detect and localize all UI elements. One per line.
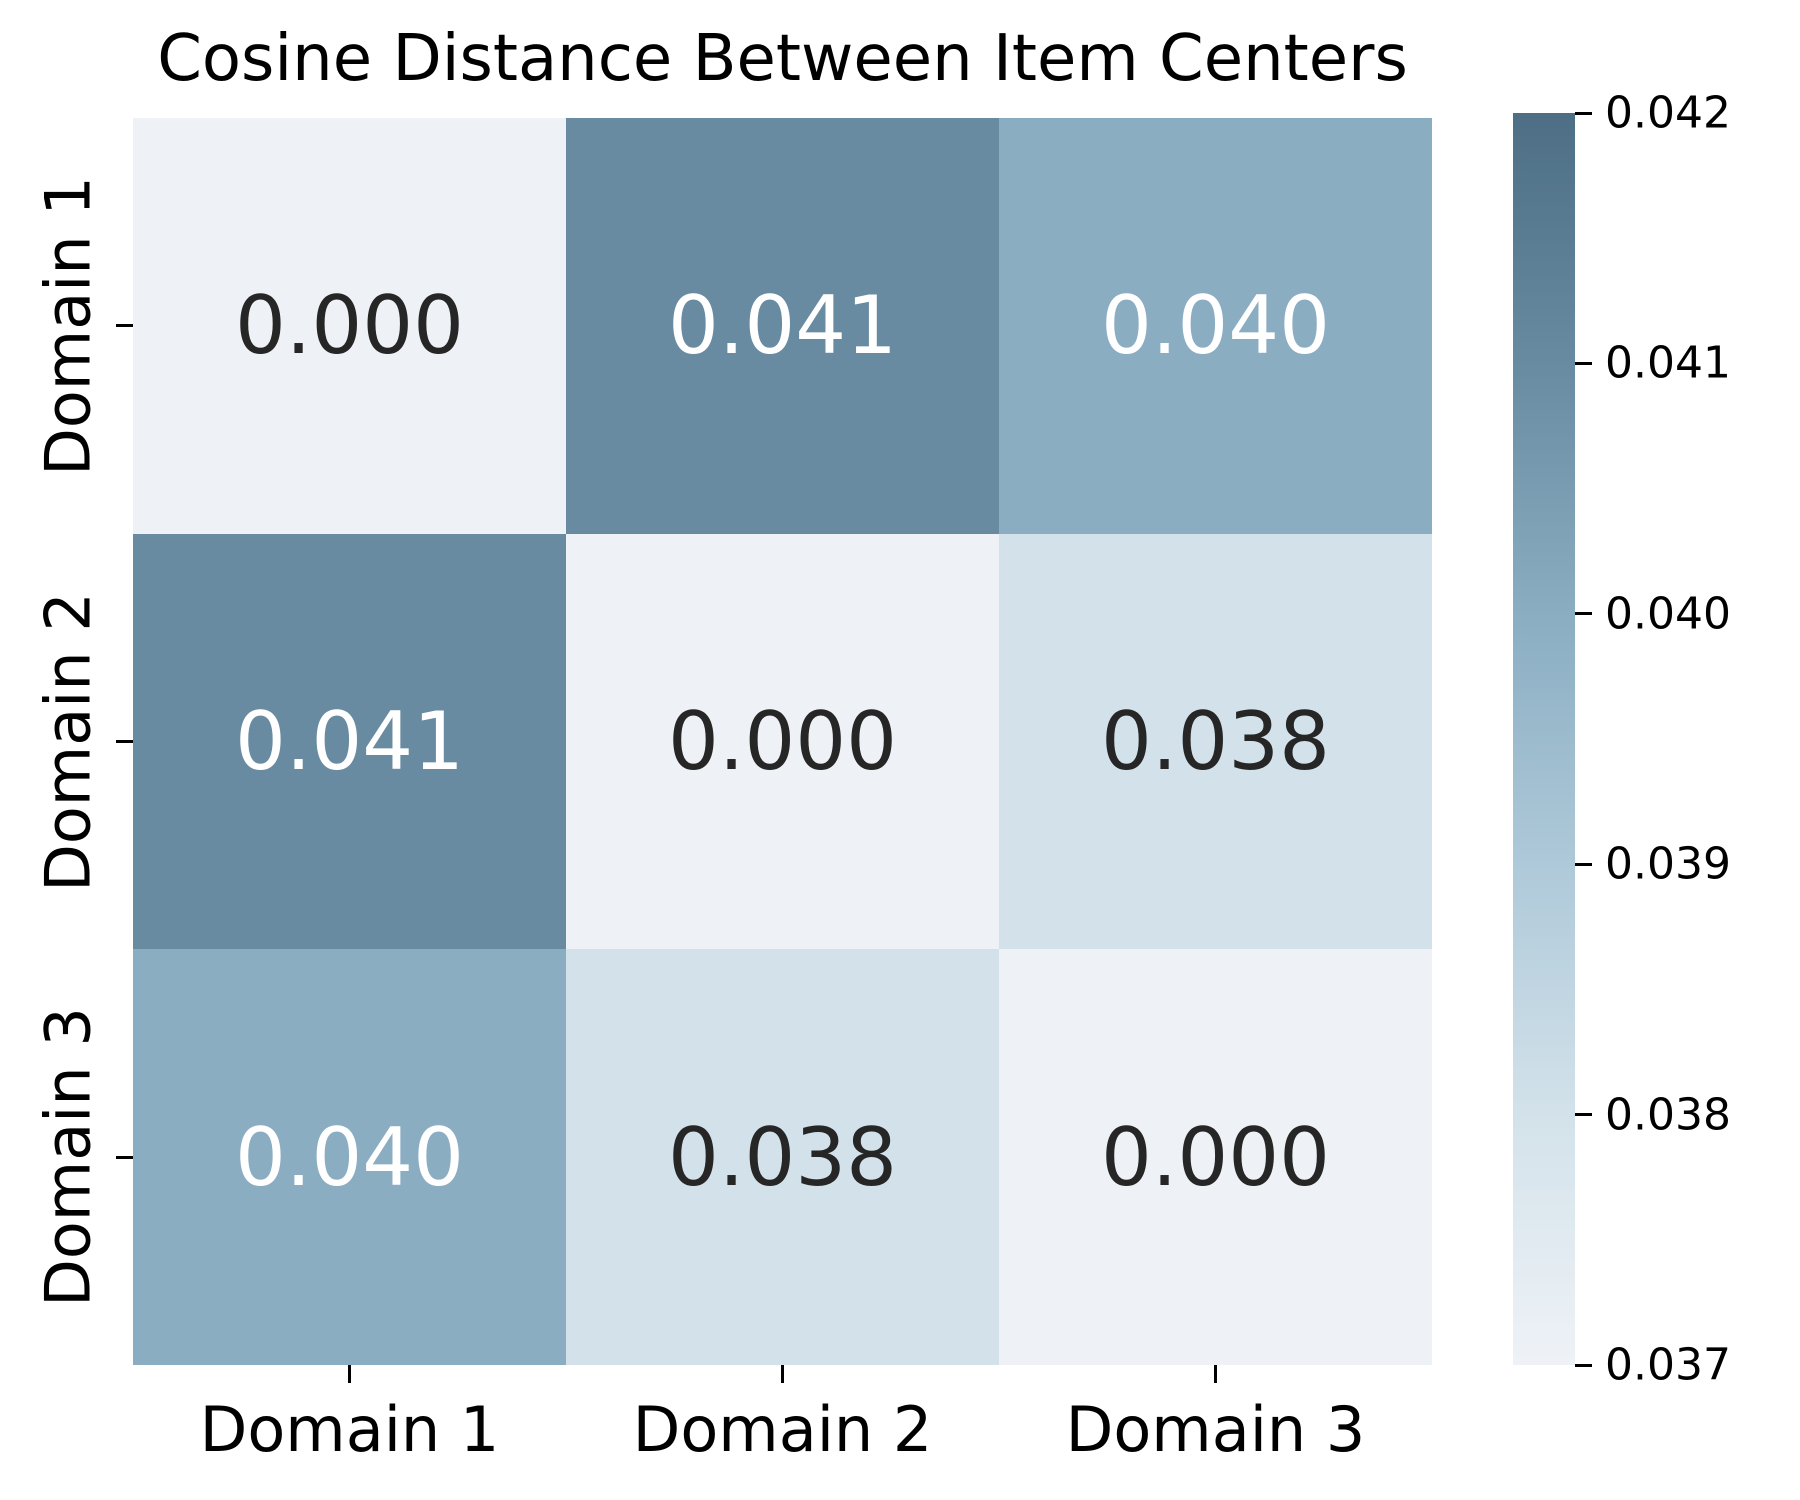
y-tick-mark xyxy=(116,740,133,743)
heatmap-grid: 0.000 0.041 0.040 0.041 0.000 0.038 0.040 0.038… xyxy=(133,118,1432,1365)
heatmap-cell-r3-c1: 0.040 xyxy=(133,949,566,1365)
colorbar-tick-mark xyxy=(1575,1113,1592,1117)
colorbar-tick-label-0.042: 0.042 xyxy=(1605,87,1731,139)
colorbar-gradient xyxy=(1513,113,1575,1365)
heatmap-cell-r2-c3: 0.038 xyxy=(999,533,1432,950)
y-axis-label-2: Domain 2 xyxy=(31,591,105,892)
colorbar-tick-mark xyxy=(1575,111,1592,115)
colorbar-tick-mark xyxy=(1575,361,1592,365)
heatmap-cell-r1-c2: 0.041 xyxy=(566,118,999,534)
chart-title: Cosine Distance Between Item Centers xyxy=(157,22,1408,96)
x-axis-label-2: Domain 2 xyxy=(632,1393,933,1466)
colorbar-tick-mark xyxy=(1575,612,1592,616)
colorbar-tick-label-0.038: 0.038 xyxy=(1605,1089,1731,1141)
heatmap-cell-r3-c3: 0.000 xyxy=(999,949,1432,1365)
y-axis-label-3: Domain 3 xyxy=(31,1007,105,1308)
colorbar-tick-label-0.041: 0.041 xyxy=(1605,337,1731,389)
y-tick-mark xyxy=(116,1155,133,1159)
colorbar-tick-mark xyxy=(1575,862,1592,866)
y-axis-label-1: Domain 1 xyxy=(31,175,105,476)
x-axis-label-1: Domain 1 xyxy=(199,1393,500,1466)
colorbar-tick-label-0.037: 0.037 xyxy=(1605,1339,1731,1391)
heatmap-cell-r1-c3: 0.040 xyxy=(999,118,1432,534)
heatmap-cell-r1-c1: 0.000 xyxy=(133,118,566,534)
colorbar-tick-mark xyxy=(1575,1363,1592,1367)
heatmap-cell-r2-c2: 0.000 xyxy=(566,533,999,950)
heatmap-cell-r3-c2: 0.038 xyxy=(566,949,999,1365)
x-tick-mark xyxy=(348,1365,351,1383)
y-tick-mark xyxy=(116,324,133,328)
x-tick-mark xyxy=(781,1365,784,1383)
x-axis-label-3: Domain 3 xyxy=(1065,1393,1366,1466)
x-tick-mark xyxy=(1214,1365,1217,1383)
colorbar-tick-label-0.039: 0.039 xyxy=(1605,838,1731,890)
colorbar-tick-label-0.040: 0.040 xyxy=(1605,588,1731,640)
heatmap-cell-r2-c1: 0.041 xyxy=(133,533,566,950)
